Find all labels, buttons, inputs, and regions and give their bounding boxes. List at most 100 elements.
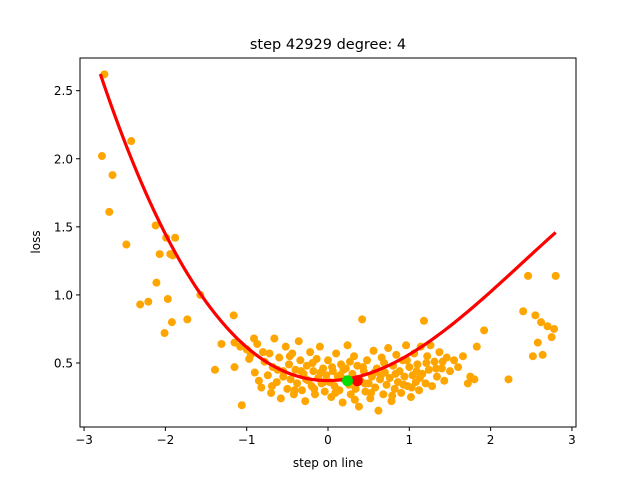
scatter-point <box>105 207 114 216</box>
scatter-point <box>405 363 414 372</box>
scatter-point <box>284 360 293 369</box>
scatter-point <box>428 382 437 391</box>
scatter-point <box>160 329 169 338</box>
scatter-point <box>270 334 279 343</box>
scatter-point <box>421 379 430 388</box>
scatter-point <box>463 379 472 388</box>
scatter-point <box>210 365 219 374</box>
scatter-point <box>267 388 276 397</box>
y-tick-label: 2.0 <box>54 152 73 166</box>
x-tick-label: −2 <box>157 433 175 447</box>
x-tick-label: 0 <box>324 433 332 447</box>
scatter-point <box>293 379 302 388</box>
scatter-point <box>286 375 295 384</box>
scatter-point <box>279 372 288 381</box>
scatter-point <box>454 363 463 372</box>
scatter-point <box>445 367 454 376</box>
scatter-point <box>351 384 360 393</box>
scatter-point <box>423 352 432 361</box>
scatter-point <box>376 371 385 380</box>
scatter-point <box>371 383 380 392</box>
scatter-point <box>294 337 303 346</box>
scatter-point <box>350 395 359 404</box>
x-tick-label: 2 <box>487 433 495 447</box>
scatter-point <box>163 295 172 304</box>
scatter-point <box>151 221 160 230</box>
x-tick-label: 3 <box>568 433 576 447</box>
scatter-point <box>230 363 239 372</box>
scatter-point <box>450 356 459 365</box>
scatter-point <box>152 278 161 287</box>
scatter-point <box>397 388 406 397</box>
x-tick-label: −1 <box>238 433 256 447</box>
scatter-point <box>550 324 559 333</box>
scatter-point <box>332 349 341 358</box>
scatter-point <box>537 318 546 327</box>
scatter-point <box>296 356 305 365</box>
scatter-point <box>432 372 441 381</box>
scatter-point <box>345 357 354 366</box>
scatter-point <box>254 376 263 385</box>
scatter-point <box>382 380 391 389</box>
scatter-point <box>384 344 393 353</box>
scatter-point <box>258 348 267 357</box>
scatter-point <box>470 375 479 384</box>
scatter-point <box>276 394 285 403</box>
scatter-point <box>379 390 388 399</box>
scatter-point <box>122 240 131 249</box>
scatter-point <box>127 137 136 146</box>
scatter-point <box>388 391 397 400</box>
x-tick-label: −3 <box>75 433 93 447</box>
scatter-point <box>275 353 284 362</box>
scatter-point <box>432 364 441 373</box>
scatter-point <box>348 369 357 378</box>
scatter-point <box>97 152 106 161</box>
scatter-point <box>237 401 246 410</box>
scatter-point <box>472 342 481 351</box>
scatter-point <box>217 339 226 348</box>
scatter-point <box>504 375 513 384</box>
scatter-point <box>419 316 428 325</box>
scatter-point <box>438 357 447 366</box>
scatter-point <box>343 341 352 350</box>
scatter-point <box>350 352 359 361</box>
scatter-point <box>399 380 408 389</box>
y-axis-label: loss <box>29 230 43 253</box>
scatter-point <box>543 322 552 331</box>
scatter-point <box>519 307 528 316</box>
scatter-point <box>415 373 424 382</box>
scatter-point <box>265 349 274 358</box>
scatter-point <box>263 371 272 380</box>
scatter-point <box>338 398 347 407</box>
x-axis-label: step on line <box>293 456 363 470</box>
scatter-point <box>290 386 299 395</box>
scatter-point <box>257 383 266 392</box>
scatter-point <box>413 360 422 369</box>
scatter-point <box>309 367 318 376</box>
scatter-point <box>320 387 329 396</box>
scatter-point <box>407 383 416 392</box>
scatter-point <box>297 367 306 376</box>
scatter-point <box>367 388 376 397</box>
scatter-point <box>385 373 394 382</box>
scatter-point <box>533 338 542 347</box>
scatter-point <box>458 352 467 361</box>
fitted-polynomial-curve <box>98 73 557 383</box>
scatter-point <box>437 364 446 373</box>
scatter-point <box>424 365 433 374</box>
scatter-point <box>551 271 560 280</box>
scatter-point <box>339 365 348 374</box>
scatter-point <box>354 402 363 411</box>
x-tick-label: 1 <box>405 433 413 447</box>
scatter-point <box>136 300 145 309</box>
scatter-point <box>155 250 164 259</box>
scatter-point <box>253 339 262 348</box>
scatter-point <box>358 315 367 324</box>
axes: −3 −2 −1 0 1 2 3 0.5 1.0 1.5 2.0 2.5 <box>54 57 577 447</box>
plot-area <box>97 70 560 415</box>
scatter-point <box>108 171 117 180</box>
scatter-point <box>297 386 306 395</box>
scatter-point <box>412 367 421 376</box>
